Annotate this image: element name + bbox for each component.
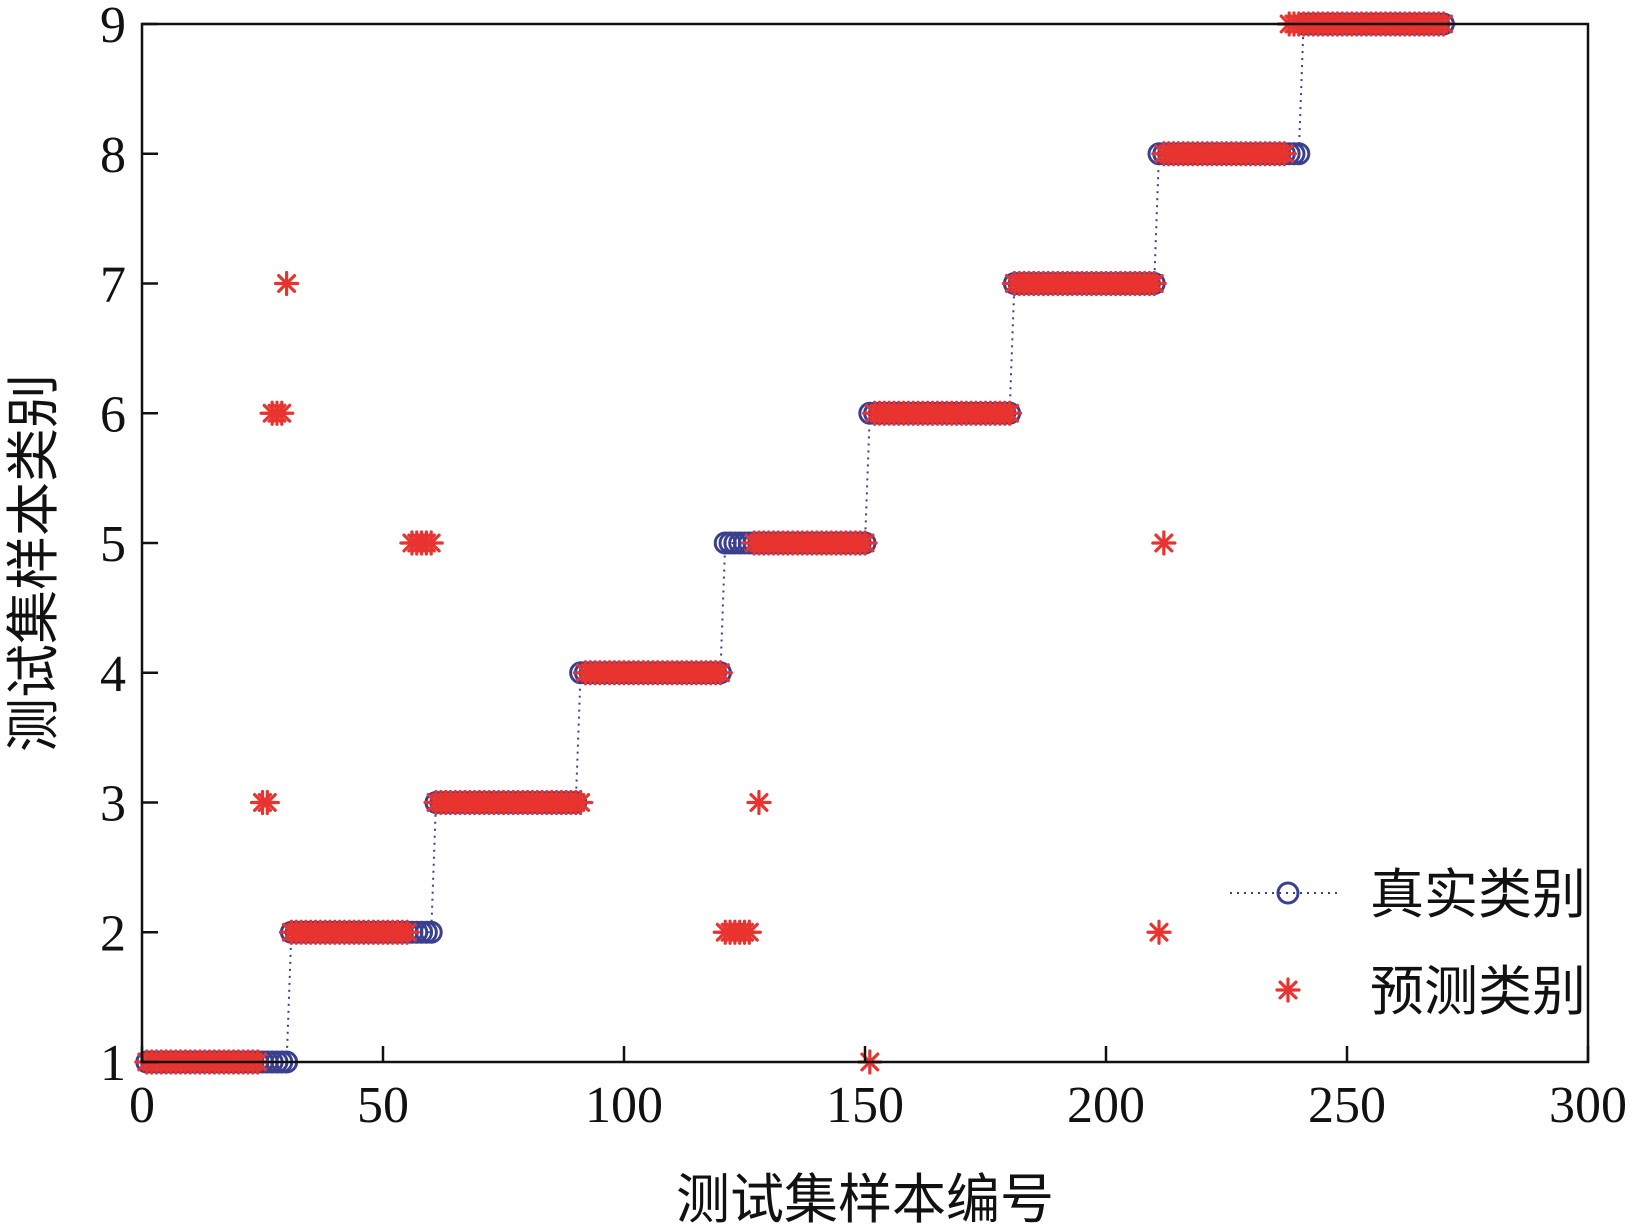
predicted-class-point xyxy=(254,789,280,816)
y-tick-label: 6 xyxy=(100,386,126,443)
true-class-point xyxy=(419,920,443,944)
y-tick-label: 2 xyxy=(100,905,126,962)
predicted-class-point xyxy=(1151,530,1177,556)
legend-predicted-label: 预测类别 xyxy=(1370,960,1586,1023)
predicted-class-point xyxy=(572,660,599,686)
legend-predicted-asterisk xyxy=(1275,977,1301,1003)
legend-true-marker xyxy=(1276,881,1300,905)
predicted-class-point xyxy=(394,919,420,945)
x-axis-label: 测试集样本编号 xyxy=(676,1168,1054,1231)
y-tick-label: 5 xyxy=(100,516,126,573)
predicted-class-point xyxy=(707,660,734,686)
y-tick-label: 4 xyxy=(100,646,126,703)
legend-true-label: 真实类别 xyxy=(1370,863,1586,926)
x-tick-label: 300 xyxy=(1549,1077,1627,1134)
axis-tick-labels: 0 50 100 150 200 250 300 1 2 3 4 5 6 7 8 9 xyxy=(100,0,1627,1134)
y-axis-label: 测试集样本类别 xyxy=(2,374,65,752)
predicted-class-point xyxy=(274,270,300,297)
y-tick-label: 7 xyxy=(100,257,126,314)
predicted-class-point xyxy=(852,530,878,556)
legend: 真实类别 预测类别 xyxy=(1230,863,1586,1023)
predicted-class-point xyxy=(736,919,762,945)
predicted-class-point xyxy=(746,789,772,816)
x-tick-label: 0 xyxy=(129,1077,155,1134)
y-tick-label: 9 xyxy=(100,0,126,54)
predicted-class-point xyxy=(1146,919,1172,945)
y-tick-label: 1 xyxy=(100,1035,126,1092)
predicted-class-point xyxy=(418,530,444,556)
x-tick-label: 100 xyxy=(585,1077,663,1134)
predicted-class-point xyxy=(568,789,594,816)
predicted-class-point xyxy=(1141,270,1167,297)
predicted-class-markers xyxy=(134,11,1457,1075)
predicted-class-point xyxy=(269,400,295,426)
predicted-class-point xyxy=(1271,141,1297,167)
predicted-class-point xyxy=(996,400,1023,426)
x-tick-label: 250 xyxy=(1308,1077,1386,1134)
axis-ticks xyxy=(140,22,1590,1064)
x-tick-label: 150 xyxy=(826,1077,904,1134)
y-tick-label: 8 xyxy=(100,127,126,184)
x-tick-label: 200 xyxy=(1067,1077,1145,1134)
legend-predicted-marker xyxy=(1275,977,1301,1003)
y-tick-label: 3 xyxy=(100,776,126,833)
x-tick-label: 50 xyxy=(357,1077,409,1134)
